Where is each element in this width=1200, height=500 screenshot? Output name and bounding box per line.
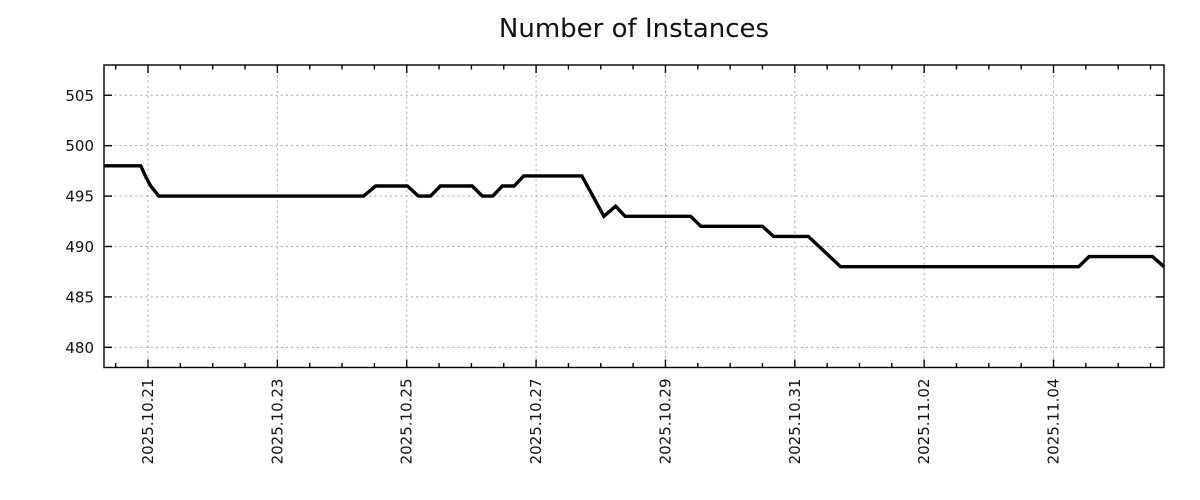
y-tick-label: 495 — [65, 188, 94, 206]
y-tick-label: 505 — [65, 87, 94, 105]
y-tick-label: 500 — [65, 137, 94, 155]
x-tick-label: 2025.11.04 — [1045, 379, 1063, 465]
series-line — [104, 164, 1166, 269]
x-tick-label: 2025.10.29 — [656, 379, 674, 465]
y-tick-label: 490 — [65, 238, 94, 256]
x-tick-label: 2025.10.27 — [527, 379, 545, 465]
x-tick-label: 2025.10.21 — [139, 379, 157, 465]
x-tick-label: 2025.10.25 — [398, 379, 416, 465]
y-tick-label: 485 — [65, 288, 94, 306]
x-tick-label: 2025.11.02 — [915, 379, 933, 465]
x-tick-label: 2025.10.31 — [786, 379, 804, 465]
y-tick-label: 480 — [65, 339, 94, 357]
plot-border — [103, 64, 1165, 369]
chart-title: Number of Instances — [498, 14, 770, 44]
x-tick-label: 2025.10.23 — [268, 379, 286, 465]
